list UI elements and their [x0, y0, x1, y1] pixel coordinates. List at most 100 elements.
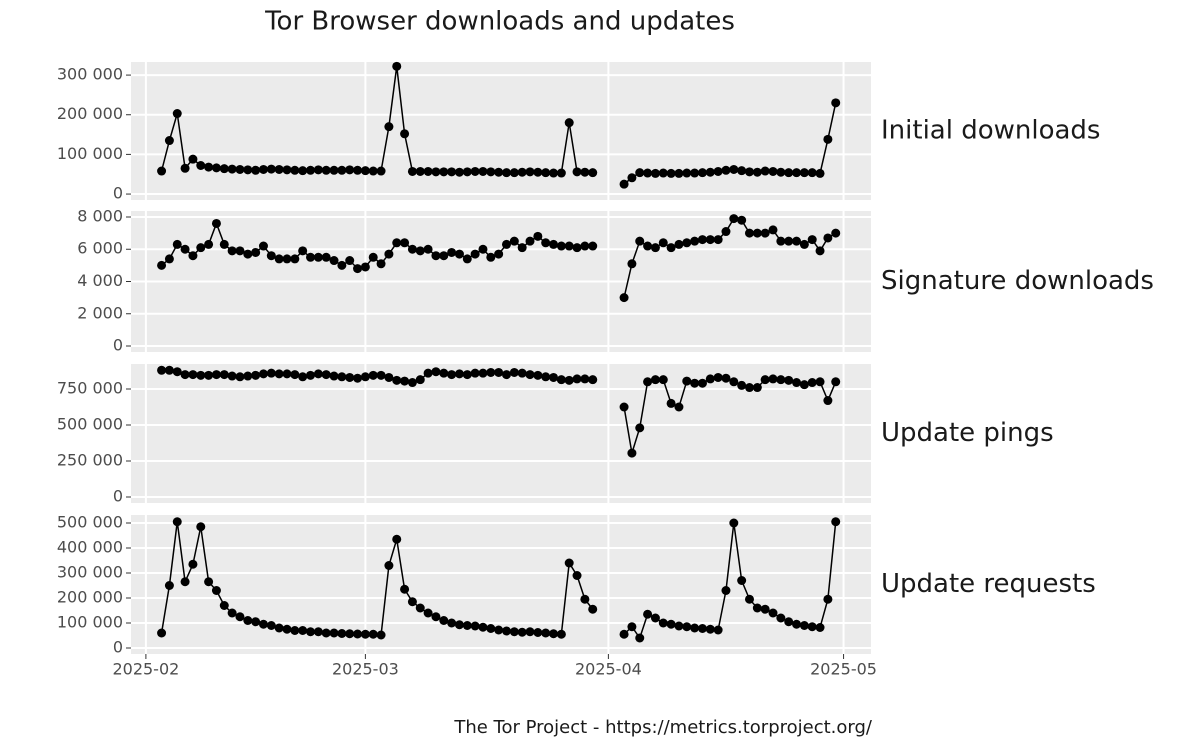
data-point — [768, 608, 778, 618]
data-point — [368, 252, 378, 262]
data-point — [658, 238, 668, 248]
data-point — [831, 517, 841, 527]
data-point — [235, 164, 245, 174]
data-point — [188, 251, 198, 261]
data-point — [251, 165, 261, 175]
data-point — [454, 167, 464, 177]
strip-label: Initial downloads — [881, 116, 1100, 146]
data-point — [196, 161, 206, 170]
data-point — [729, 164, 739, 174]
data-point — [400, 376, 410, 386]
data-point — [384, 122, 394, 132]
data-point — [792, 619, 802, 629]
data-point — [556, 629, 566, 639]
data-point — [517, 368, 527, 378]
data-point — [258, 241, 268, 251]
data-point — [462, 254, 472, 264]
data-point — [525, 627, 535, 637]
data-point — [353, 264, 363, 274]
data-point — [784, 617, 794, 627]
data-point — [235, 246, 245, 256]
data-point — [549, 372, 559, 382]
data-point — [462, 621, 472, 630]
data-point — [321, 165, 331, 175]
data-point — [831, 98, 841, 108]
data-point — [752, 383, 762, 393]
data-point — [431, 251, 441, 261]
data-point — [564, 558, 574, 568]
data-point — [713, 372, 723, 382]
data-point — [541, 372, 551, 382]
panel-background — [131, 62, 871, 200]
data-point — [705, 624, 715, 634]
data-point — [329, 256, 339, 266]
data-point — [564, 241, 574, 251]
data-point — [196, 243, 206, 253]
data-point — [321, 370, 331, 380]
data-point — [674, 168, 684, 178]
data-point — [258, 369, 268, 379]
data-point — [486, 367, 496, 377]
data-point — [705, 167, 715, 177]
data-point — [282, 165, 292, 175]
data-point — [219, 370, 229, 380]
data-point — [258, 164, 268, 174]
data-point — [792, 378, 802, 388]
data-point — [643, 609, 653, 619]
data-point — [580, 167, 590, 177]
data-point — [799, 168, 809, 178]
data-point — [807, 168, 817, 178]
data-point — [713, 235, 723, 245]
x-tick-label: 2025-02 — [112, 660, 179, 679]
data-point — [172, 239, 182, 249]
data-point — [525, 236, 535, 246]
data-point — [251, 370, 261, 380]
data-point — [541, 238, 551, 248]
data-point — [376, 166, 386, 176]
data-point — [729, 518, 739, 528]
data-point — [525, 167, 535, 177]
y-tick-label: 100 000 — [57, 613, 123, 632]
data-point — [549, 168, 559, 178]
data-point — [697, 235, 707, 245]
data-point — [478, 622, 488, 632]
data-point — [509, 627, 519, 637]
data-point — [227, 371, 237, 381]
data-point — [266, 251, 276, 261]
data-point — [784, 236, 794, 246]
data-point — [658, 168, 668, 178]
data-point — [423, 368, 433, 378]
data-point — [227, 164, 237, 174]
strip-label: Signature downloads — [881, 266, 1154, 296]
data-point — [619, 629, 629, 639]
data-point — [431, 167, 441, 177]
data-point — [643, 168, 653, 178]
data-point — [823, 233, 833, 243]
data-point — [807, 235, 817, 245]
data-point — [157, 260, 167, 270]
data-point — [337, 629, 347, 638]
data-point — [572, 571, 582, 580]
data-point — [407, 244, 417, 254]
data-point — [752, 167, 762, 177]
y-tick-label: 0 — [113, 184, 123, 203]
data-point — [337, 260, 347, 270]
data-point — [674, 239, 684, 249]
data-point — [266, 368, 276, 378]
data-point — [345, 256, 355, 266]
data-point — [462, 370, 472, 380]
data-point — [470, 621, 480, 631]
data-point — [157, 628, 167, 638]
data-point — [721, 227, 731, 237]
y-tick-label: 8 000 — [77, 206, 123, 225]
data-point — [196, 522, 206, 532]
data-point — [211, 218, 221, 228]
data-point — [329, 371, 339, 381]
data-point — [376, 630, 386, 640]
data-point — [643, 377, 653, 387]
data-point — [588, 241, 598, 251]
data-point — [384, 249, 394, 259]
data-point — [580, 374, 590, 384]
data-point — [298, 372, 308, 382]
